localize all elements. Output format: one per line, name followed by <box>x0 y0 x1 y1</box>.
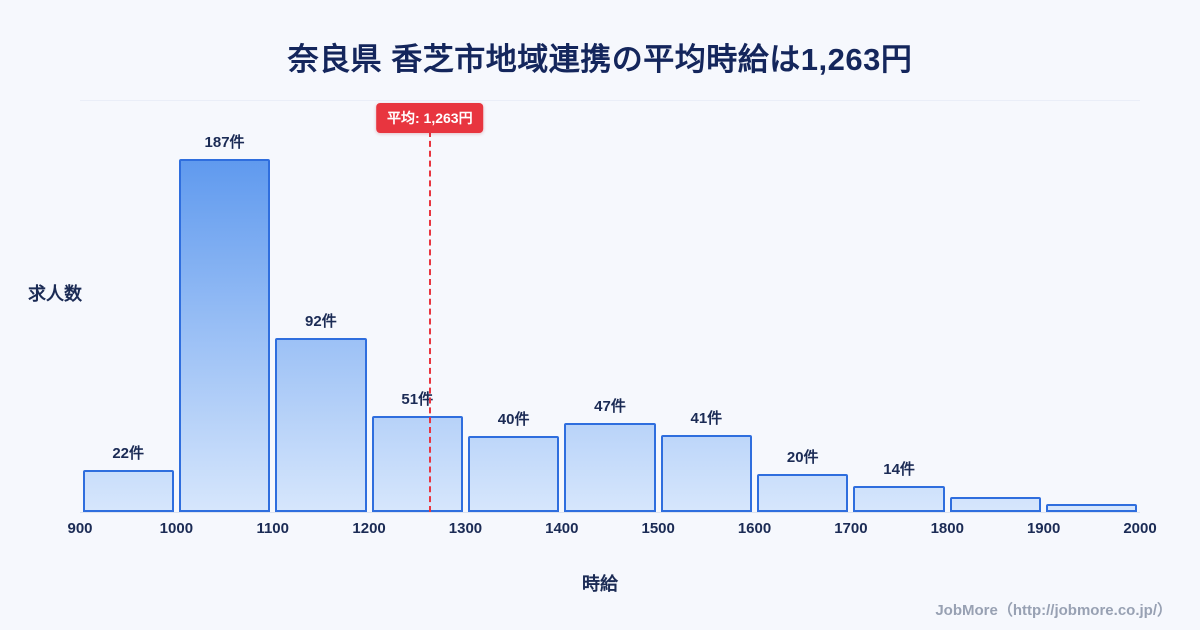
bar-count-label: 14件 <box>883 461 915 478</box>
x-tick-1800: 1800 <box>930 520 964 537</box>
bar-1000-1100 <box>178 159 271 512</box>
average-badge: 平均: 1,263円 <box>376 103 484 133</box>
bar-count-label: 47件 <box>594 398 626 415</box>
bar-1800-1900 <box>949 497 1042 512</box>
x-axis-label: 時給 <box>582 574 618 594</box>
bar-count-label: 20件 <box>786 449 819 466</box>
bar-count-label: 187件 <box>204 134 245 151</box>
bar-count-label: 51件 <box>401 391 434 408</box>
bar-count-label: 22件 <box>112 445 145 462</box>
average-line <box>428 131 431 512</box>
x-tick-1500: 1500 <box>641 520 675 537</box>
bar-count-label: 41件 <box>690 410 723 427</box>
x-tick-1100: 1100 <box>256 520 289 537</box>
bar-1400-1500 <box>564 423 656 512</box>
x-tick-1700: 1700 <box>834 520 868 537</box>
bar-1300-1400 <box>467 436 560 512</box>
y-axis-label: 求人数 <box>28 284 82 304</box>
bar-900-1000 <box>82 470 174 512</box>
footer-credit: JobMore（http://jobmore.co.jp/） <box>935 602 1172 619</box>
bar-1600-1700 <box>757 474 849 512</box>
bar-1200-1300 <box>371 416 463 512</box>
x-tick-1200: 1200 <box>352 520 386 537</box>
x-tick-1600: 1600 <box>737 520 772 537</box>
chart-title: 奈良県 香芝市地域連携の平均時給は1,263円 <box>287 42 913 77</box>
x-tick-1900: 1900 <box>1026 520 1061 537</box>
bar-count-label: 40件 <box>497 411 530 428</box>
x-tick-2000: 2000 <box>1123 520 1157 537</box>
x-tick-1300: 1300 <box>448 520 483 537</box>
x-tick-1000: 1000 <box>159 520 194 537</box>
bar-count-label: 92件 <box>305 313 337 330</box>
x-tick-1400: 1400 <box>545 520 579 537</box>
bar-1900-2000 <box>1046 504 1138 512</box>
plot-area: 平均: 1,263円 22件 187件 92件 51件 40件 47件 41件 20件 14件 <box>80 100 1140 513</box>
bar-1700-1800 <box>853 486 945 512</box>
bar-1100-1200 <box>275 338 367 512</box>
x-tick-900: 900 <box>67 520 93 537</box>
bar-1500-1600 <box>660 435 753 512</box>
x-axis-ticks: 900 1000 1100 1200 1300 1400 1500 1600 1700 1800 1… <box>67 520 1156 542</box>
